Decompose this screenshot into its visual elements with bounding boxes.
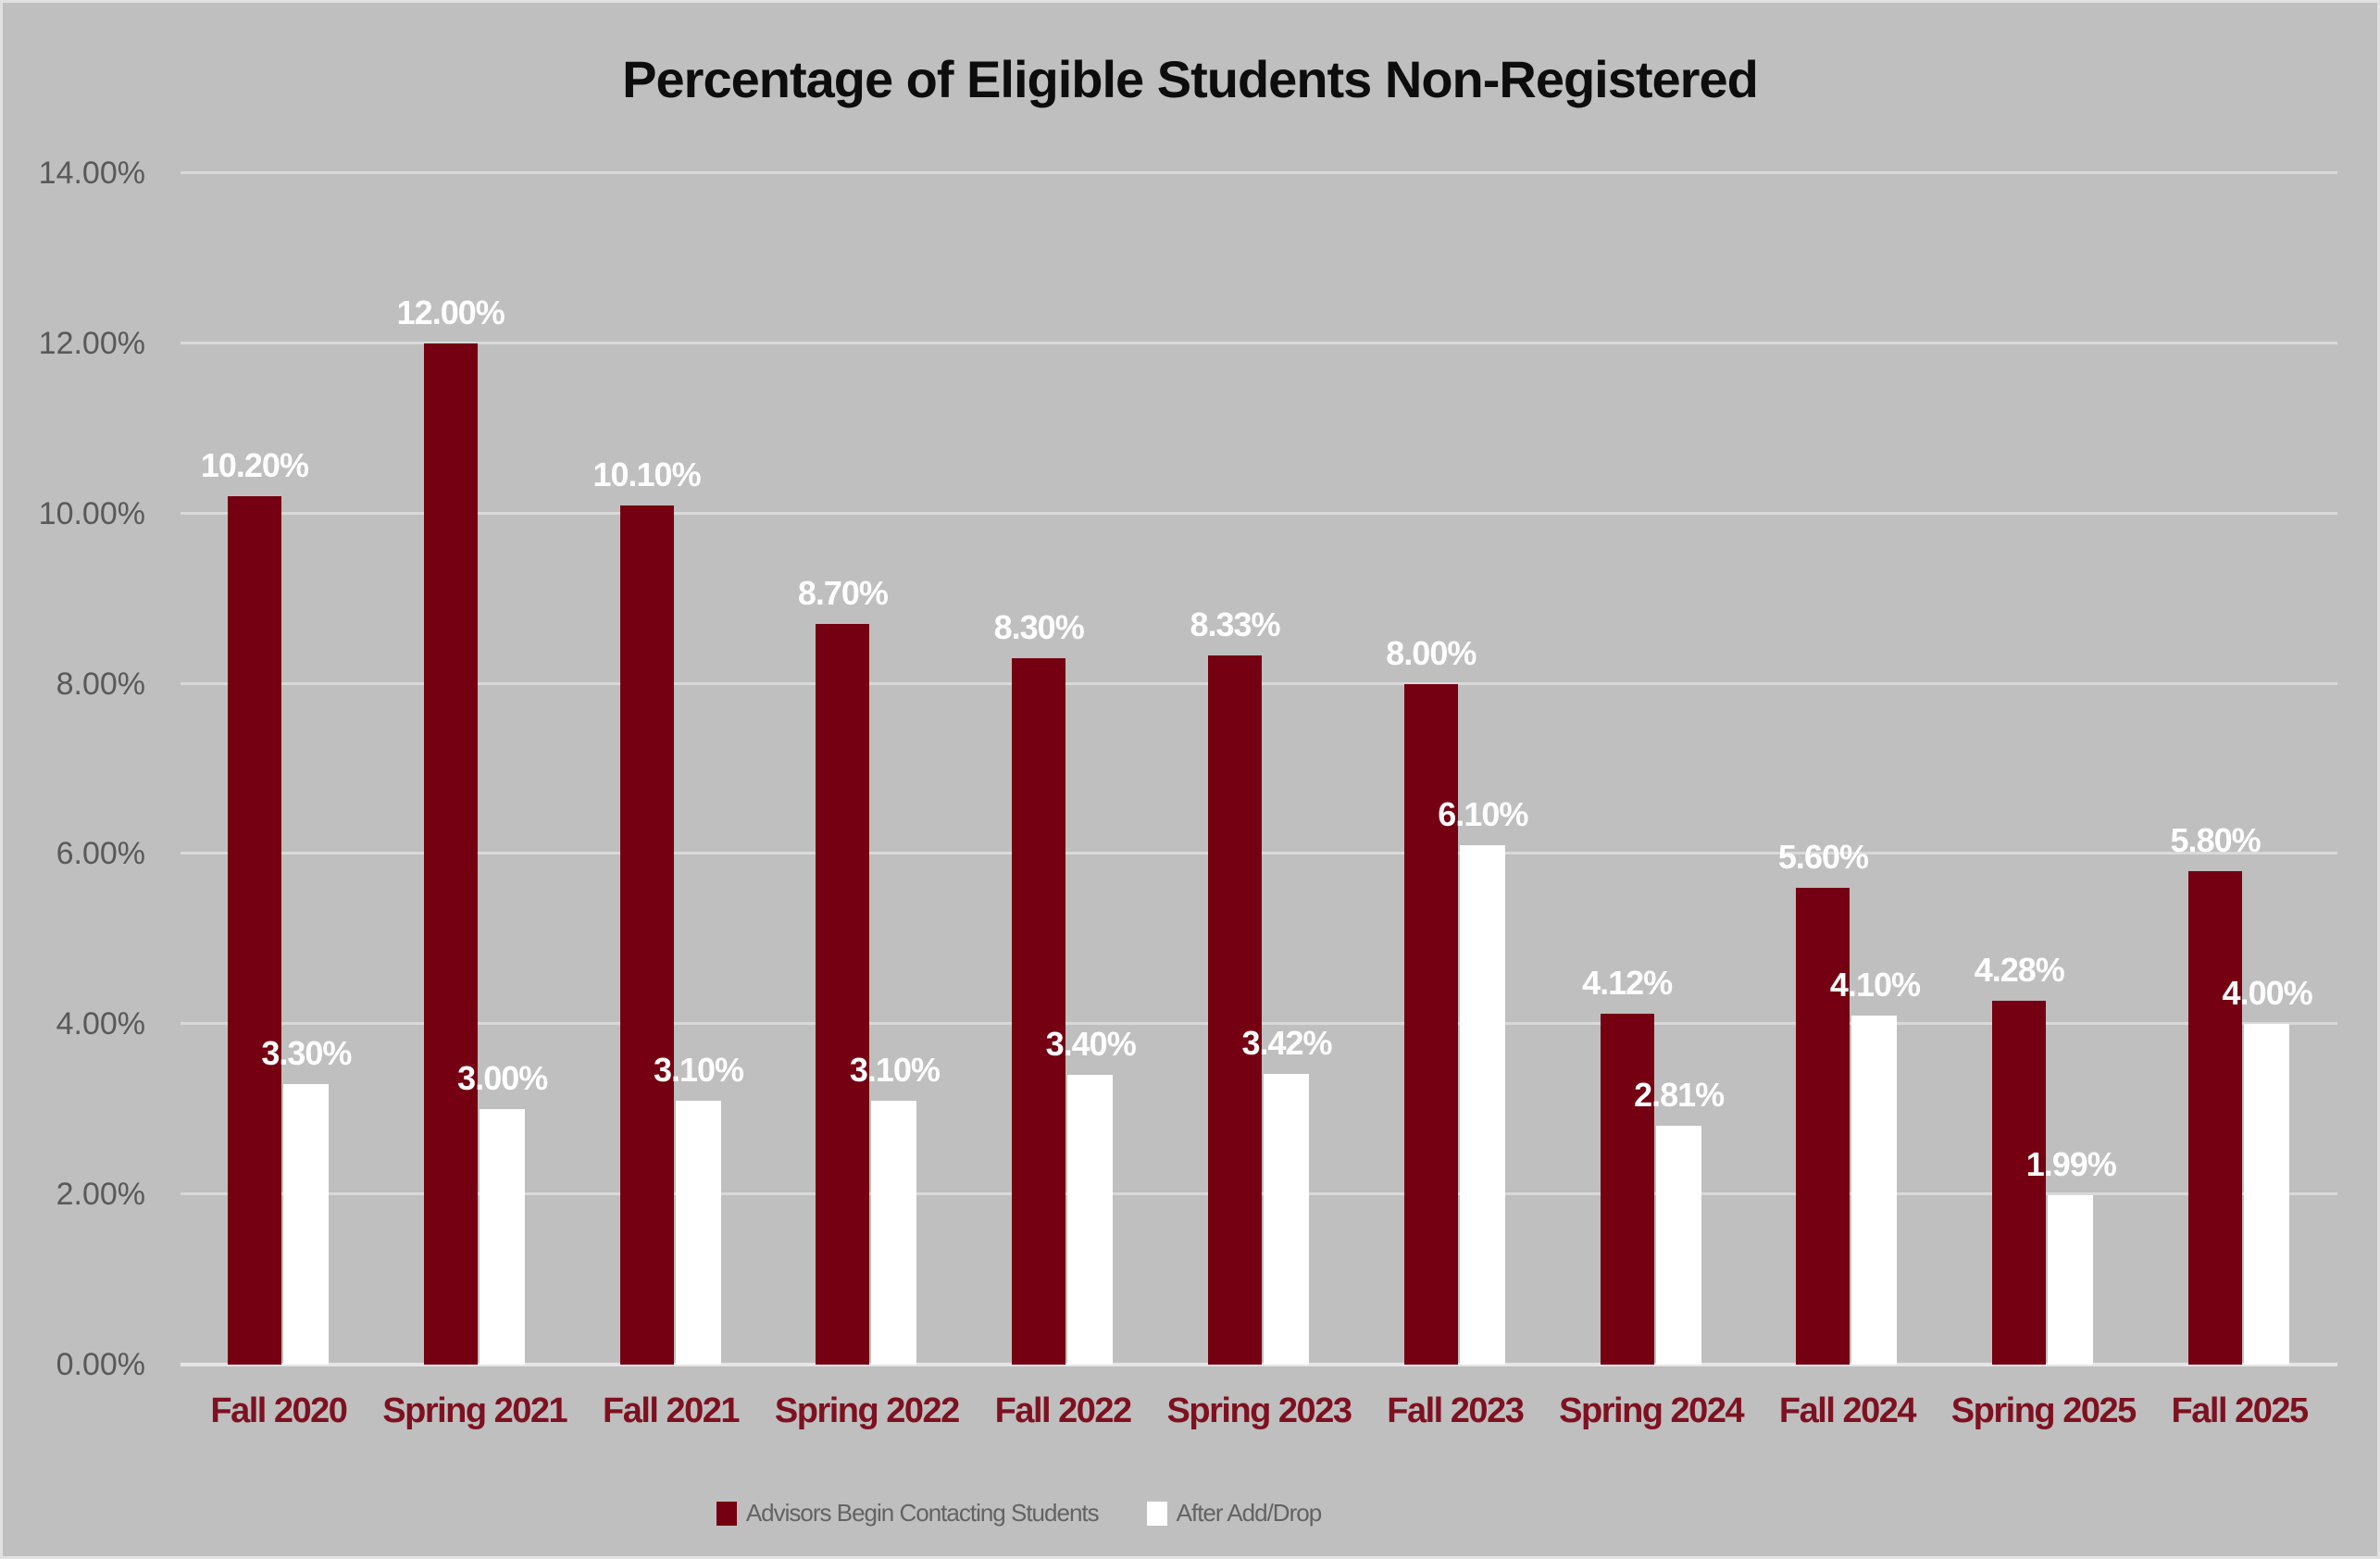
bar-after-adddrop-9 [2048, 1195, 2094, 1365]
bar-after-adddrop-2 [675, 1101, 721, 1365]
y-axis-labels: 0.00% 2.00% 4.00% 6.00% 8.00% 10.00% 12.00% 14.… [3, 156, 145, 1382]
x-axis-labels: Fall 2020 Spring 2021 Fall 2021 Spring 2022… [181, 1391, 2337, 1447]
value-label-advisors-2: 10.10% [592, 455, 701, 493]
value-label-after-adddrop-4: 3.40% [1045, 1025, 1137, 1064]
bar-after-adddrop-10 [2244, 1024, 2290, 1365]
x-axis-label-10: Fall 2025 [2171, 1391, 2310, 1430]
legend-item-advisors: Advisors Begin Contacting Students [716, 1499, 1100, 1528]
chart-title: Percentage of Eligible Students Non-Regi… [622, 50, 1759, 108]
bar-after-adddrop-0 [282, 1083, 329, 1365]
bar-advisors-5 [1208, 655, 1262, 1365]
value-label-advisors-6: 8.00% [1386, 633, 1477, 672]
gridline-12 [181, 341, 2337, 344]
value-label-after-adddrop-2: 3.10% [653, 1051, 744, 1090]
x-axis-label-0: Fall 2020 [210, 1391, 348, 1430]
value-label-advisors-9: 4.28% [1974, 950, 2065, 989]
value-label-after-adddrop-7: 2.81% [1634, 1075, 1725, 1114]
x-axis-label-5: Spring 2023 [1166, 1391, 1352, 1430]
bar-advisors-8 [1796, 888, 1850, 1365]
value-label-advisors-1: 12.00% [396, 293, 505, 331]
y-axis-label-14: 14.00% [38, 156, 145, 191]
value-label-after-adddrop-10: 4.00% [2222, 974, 2313, 1013]
bar-advisors-10 [2188, 870, 2243, 1365]
y-axis-label-2: 2.00% [56, 1177, 145, 1213]
bar-after-adddrop-7 [1655, 1125, 1701, 1365]
y-axis-label-4: 4.00% [56, 1006, 145, 1042]
bar-after-adddrop-1 [479, 1109, 525, 1365]
legend-swatch-advisors-icon [716, 1501, 737, 1526]
bar-advisors-2 [619, 505, 674, 1365]
x-axis-label-2: Fall 2021 [603, 1391, 741, 1430]
bar-advisors-0 [227, 496, 281, 1365]
value-label-after-adddrop-6: 6.10% [1438, 795, 1528, 834]
x-axis-line [181, 1363, 2337, 1366]
value-label-after-adddrop-9: 1.99% [2025, 1145, 2117, 1184]
legend-item-after-adddrop: After Add/Drop [1146, 1499, 1323, 1528]
x-axis-label-4: Fall 2022 [994, 1391, 1133, 1430]
x-axis-label-6: Fall 2023 [1387, 1391, 1525, 1430]
value-label-advisors-5: 8.33% [1190, 605, 1280, 644]
value-label-advisors-4: 8.30% [993, 608, 1085, 646]
bar-after-adddrop-6 [1459, 845, 1505, 1365]
bar-advisors-9 [1992, 1000, 2047, 1365]
y-axis-label-0: 0.00% [56, 1347, 145, 1382]
value-label-advisors-0: 10.20% [200, 446, 309, 485]
legend: Advisors Begin Contacting Students After… [3, 1499, 2035, 1528]
value-label-after-adddrop-0: 3.30% [261, 1033, 352, 1072]
plot-area: 10.20% 3.30% 12.00% 3.00% 10.10% 3.10% 8.70% 3.… [181, 171, 2337, 1366]
bar-advisors-7 [1600, 1014, 1654, 1365]
y-axis-label-6: 6.00% [56, 836, 145, 872]
bar-after-adddrop-3 [871, 1101, 917, 1365]
bar-advisors-4 [1012, 658, 1066, 1365]
gridline-14 [181, 171, 2337, 174]
value-label-after-adddrop-3: 3.10% [849, 1051, 941, 1090]
bar-after-adddrop-4 [1067, 1075, 1114, 1365]
bar-advisors-6 [1403, 683, 1458, 1365]
bar-advisors-1 [423, 343, 478, 1365]
value-label-advisors-10: 5.80% [2170, 820, 2262, 859]
x-axis-label-1: Spring 2021 [382, 1391, 567, 1430]
y-axis-label-12: 12.00% [38, 325, 145, 361]
value-label-after-adddrop-5: 3.42% [1241, 1023, 1332, 1062]
value-label-advisors-7: 4.12% [1582, 964, 1673, 1003]
legend-label-advisors: Advisors Begin Contacting Students [745, 1499, 1100, 1527]
y-axis-label-10: 10.00% [38, 495, 145, 531]
value-label-advisors-3: 8.70% [797, 574, 889, 613]
value-label-advisors-8: 5.60% [1777, 838, 1869, 877]
x-axis-label-3: Spring 2022 [774, 1391, 960, 1430]
gridline-10 [181, 511, 2337, 515]
x-axis-label-9: Spring 2025 [1950, 1391, 2137, 1430]
x-axis-label-8: Fall 2024 [1778, 1391, 1917, 1430]
value-label-after-adddrop-8: 4.10% [1829, 966, 1921, 1004]
bar-after-adddrop-5 [1264, 1073, 1309, 1365]
x-axis-label-7: Spring 2024 [1559, 1391, 1744, 1430]
legend-swatch-after-adddrop-icon [1146, 1501, 1167, 1526]
legend-label-after-adddrop: After Add/Drop [1176, 1499, 1323, 1527]
value-label-after-adddrop-1: 3.00% [457, 1059, 548, 1098]
bar-advisors-3 [816, 624, 870, 1365]
y-axis-label-8: 8.00% [56, 666, 145, 702]
bar-after-adddrop-8 [1851, 1016, 1898, 1365]
